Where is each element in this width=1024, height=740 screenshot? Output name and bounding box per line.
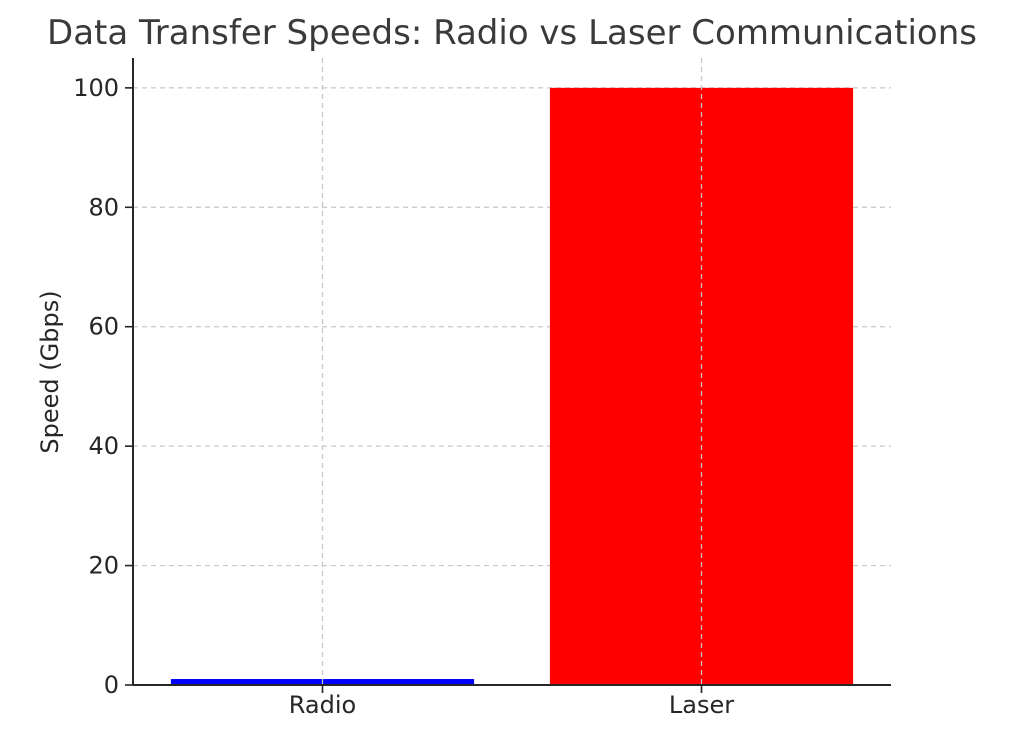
y-axis-ticks: 0 20 40 60 80 100 (73, 74, 133, 699)
bars (170, 58, 854, 686)
y-tick-label: 80 (88, 193, 119, 221)
chart-title: Data Transfer Speeds: Radio vs Laser Com… (47, 13, 977, 53)
y-tick-label: 40 (88, 432, 119, 460)
axes (132, 58, 891, 686)
y-tick-label: 100 (73, 74, 119, 102)
x-axis-ticks: Radio Laser (289, 685, 734, 719)
y-tick-label: 0 (104, 671, 119, 699)
y-axis-label: Speed (Gbps) (36, 290, 64, 453)
x-tick-label: Laser (669, 691, 734, 719)
x-tick-label: Radio (289, 691, 356, 719)
y-tick-label: 20 (88, 552, 119, 580)
y-tick-label: 60 (88, 313, 119, 341)
